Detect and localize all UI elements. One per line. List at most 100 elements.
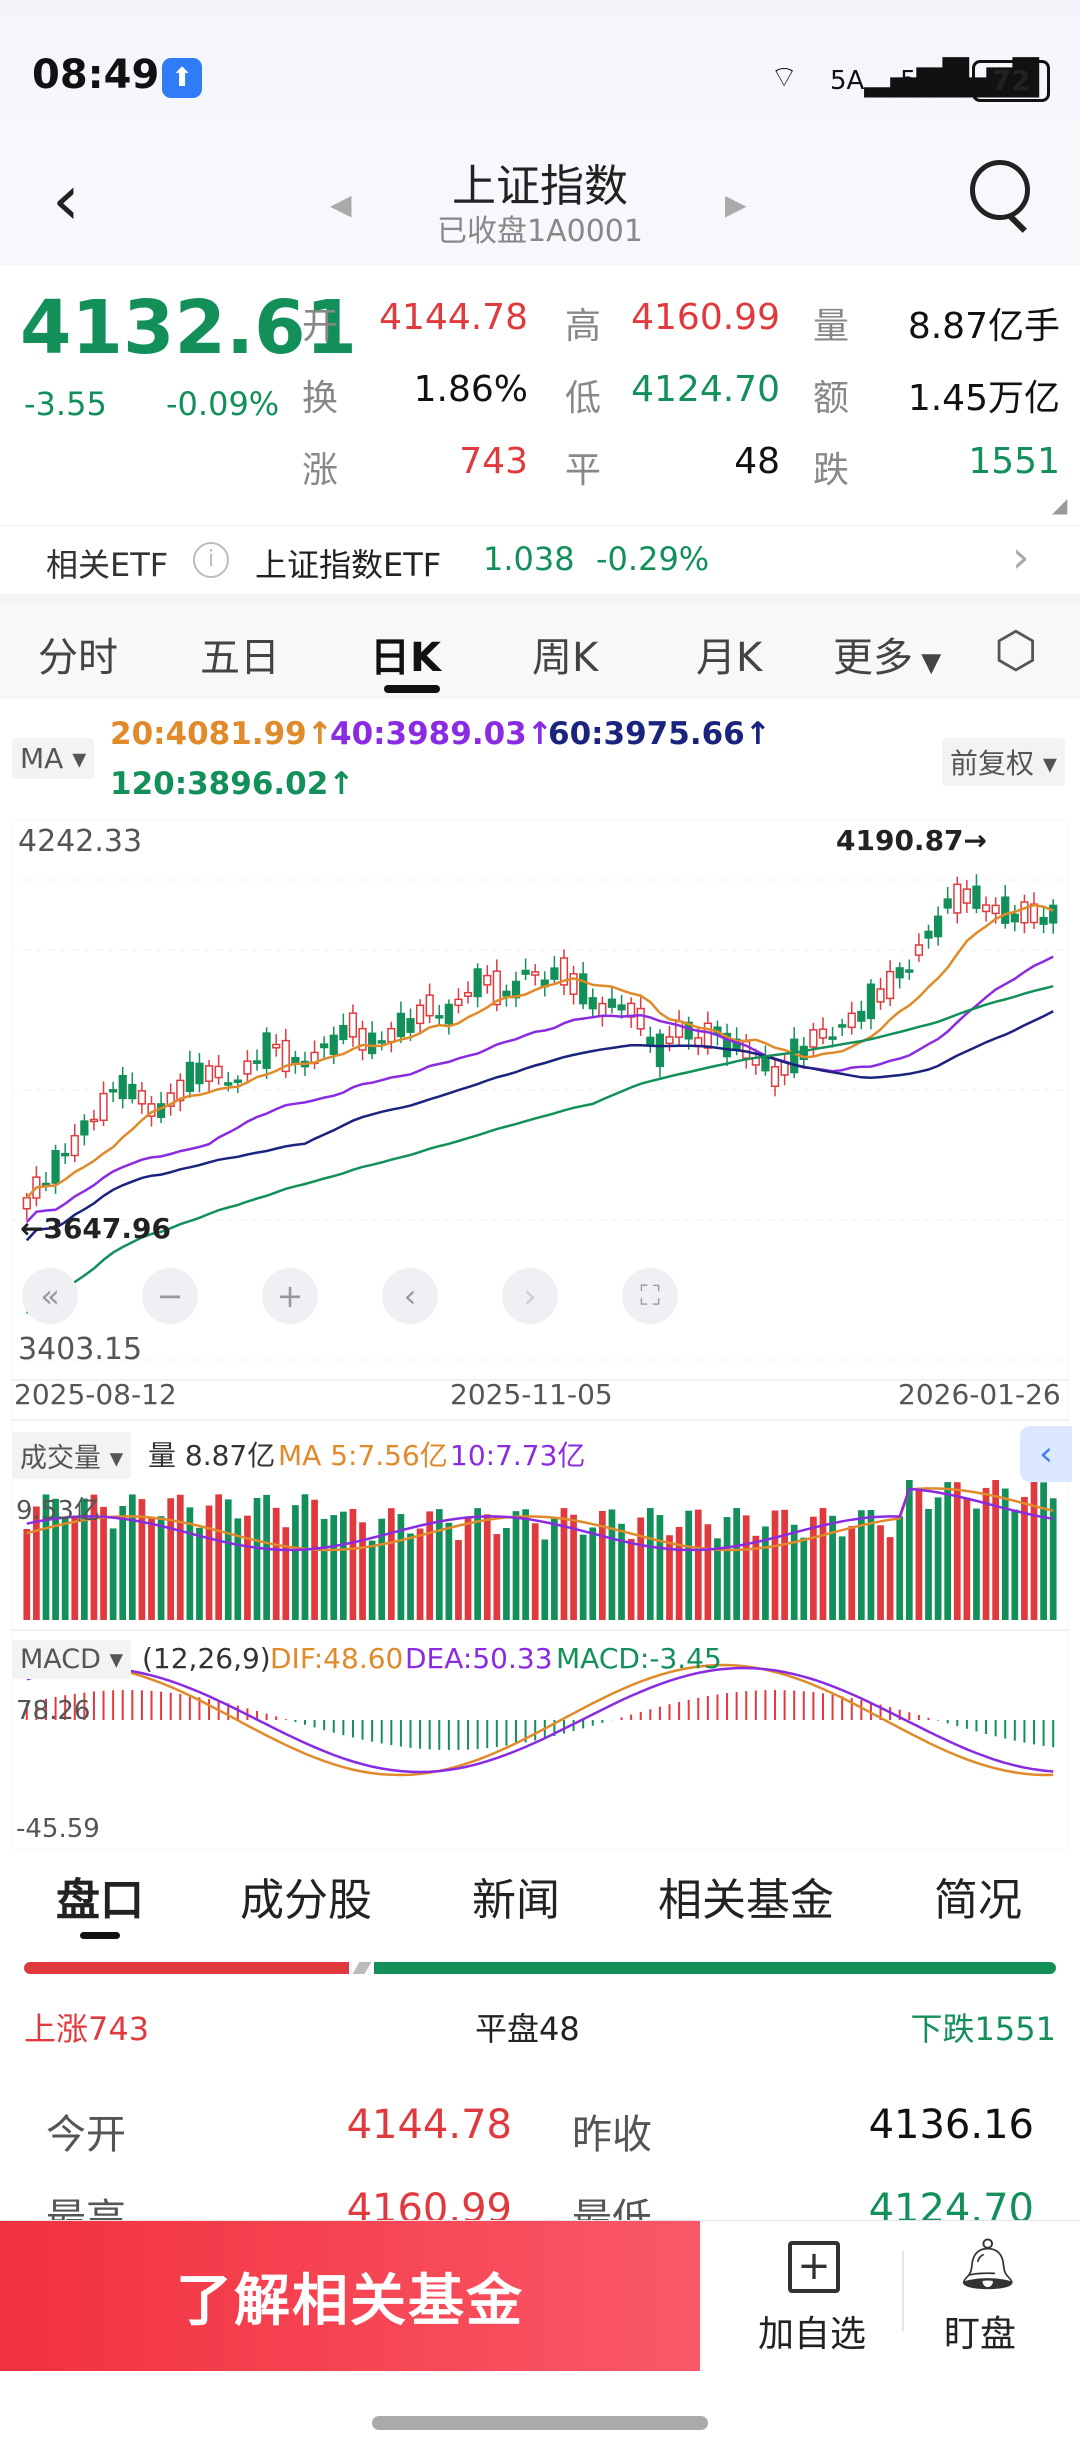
volume-ma5: MA 5:7.56亿 bbox=[278, 1439, 448, 1472]
volume-bar bbox=[551, 1517, 558, 1620]
candle bbox=[291, 1056, 300, 1064]
active-tab-indicator bbox=[384, 685, 440, 693]
flat-count-label: 平 bbox=[565, 450, 602, 491]
last-price: 4132.61 bbox=[20, 285, 358, 371]
volume-bar bbox=[829, 1515, 836, 1620]
tab-five-day[interactable]: 五日 bbox=[200, 635, 280, 681]
kline-chart[interactable] bbox=[12, 820, 1068, 1850]
etf-name: 上证指数ETF bbox=[255, 546, 442, 584]
volume-bar bbox=[186, 1507, 194, 1620]
open-value: 4144.78 bbox=[379, 297, 528, 338]
volume-bar bbox=[714, 1538, 721, 1620]
prev-index-icon[interactable]: ◀ bbox=[330, 188, 352, 221]
zoom-in-icon[interactable]: + bbox=[262, 1268, 318, 1324]
breadth-flat-bar bbox=[352, 1962, 372, 1974]
tab-more[interactable]: 更多 ▼ bbox=[833, 635, 942, 681]
candle bbox=[262, 1032, 271, 1069]
tab-daily-k[interactable]: 日K bbox=[370, 635, 441, 681]
tab-constituents[interactable]: 成分股 bbox=[240, 1875, 372, 1926]
volume-label: 量 bbox=[813, 306, 850, 347]
tab-news[interactable]: 新闻 bbox=[472, 1875, 560, 1926]
price-change-pct: -0.09% bbox=[166, 385, 280, 423]
date-start: 2025-08-12 bbox=[14, 1378, 177, 1411]
volume-bar bbox=[157, 1516, 165, 1620]
macd-selector[interactable]: MACD ▾ bbox=[12, 1640, 132, 1679]
volume-bar bbox=[320, 1518, 328, 1620]
candle bbox=[204, 1065, 214, 1082]
candle bbox=[1020, 901, 1029, 924]
tab-related-funds[interactable]: 相关基金 bbox=[658, 1875, 834, 1926]
tab-intraday[interactable]: 分时 bbox=[38, 635, 118, 681]
volume-bar bbox=[522, 1509, 529, 1620]
volume-bar bbox=[790, 1524, 798, 1620]
next-index-icon[interactable]: ▶ bbox=[725, 188, 747, 221]
ma120-value: 120:3896.02↑ bbox=[110, 766, 355, 802]
watch-label[interactable]: 盯盘 bbox=[944, 2314, 1017, 2355]
volume-bar bbox=[963, 1497, 971, 1620]
expand-corner-icon[interactable]: ◢ bbox=[1052, 493, 1068, 517]
tab-market-depth[interactable]: 盘口 bbox=[56, 1875, 144, 1926]
info-icon[interactable]: i bbox=[193, 542, 229, 578]
volume-bar bbox=[742, 1515, 750, 1620]
candle bbox=[109, 1089, 118, 1093]
volume-bar bbox=[253, 1497, 261, 1620]
ma-selector[interactable]: MA ▾ bbox=[12, 738, 95, 779]
volume-bar bbox=[23, 1529, 31, 1620]
volume-bar bbox=[560, 1508, 568, 1620]
add-watchlist-icon[interactable]: + bbox=[788, 2241, 840, 2293]
volume-bar bbox=[973, 1508, 980, 1620]
volume-bar bbox=[387, 1508, 395, 1620]
candle bbox=[838, 1024, 847, 1028]
volume-bar bbox=[311, 1499, 318, 1620]
candle bbox=[348, 1012, 358, 1038]
adjust-selector[interactable]: 前复权 ▾ bbox=[942, 738, 1065, 786]
candle bbox=[281, 1039, 290, 1073]
volume-bar bbox=[339, 1511, 347, 1620]
volume-ma10: 10:7.73亿 bbox=[450, 1439, 586, 1472]
volume-bar bbox=[435, 1509, 443, 1620]
macd-ymin: -45.59 bbox=[16, 1814, 100, 1844]
zoom-out-icon[interactable]: − bbox=[142, 1268, 198, 1324]
tab-monthly-k[interactable]: 月K bbox=[696, 635, 763, 681]
breadth-flat-label: 平盘48 bbox=[475, 2010, 580, 2048]
search-icon[interactable] bbox=[970, 160, 1030, 220]
scroll-left-end-icon[interactable]: « bbox=[22, 1268, 78, 1324]
volume-bar bbox=[282, 1527, 290, 1620]
volume-bar bbox=[205, 1505, 213, 1620]
volume-bar bbox=[781, 1509, 788, 1620]
candle bbox=[22, 1197, 31, 1210]
candle bbox=[51, 1149, 60, 1184]
collapse-panel-icon[interactable]: ‹ bbox=[1020, 1426, 1072, 1482]
candle bbox=[559, 957, 569, 986]
candle bbox=[1049, 904, 1058, 924]
candle bbox=[617, 1004, 626, 1011]
down-count: 1551 bbox=[968, 441, 1060, 482]
volume-bar bbox=[896, 1516, 904, 1620]
settings-hex-icon[interactable]: ⬡ bbox=[994, 621, 1038, 679]
volume-bar bbox=[71, 1516, 79, 1620]
related-etf-bar[interactable]: 相关ETF i 上证指数ETF 1.038 -0.29% › bbox=[0, 525, 1080, 604]
scroll-right-icon[interactable]: › bbox=[502, 1268, 558, 1324]
candle bbox=[933, 915, 943, 938]
add-watchlist-label[interactable]: 加自选 bbox=[758, 2314, 867, 2355]
tab-weekly-k[interactable]: 周K bbox=[532, 635, 599, 681]
flat-count: 48 bbox=[734, 441, 780, 482]
fullscreen-icon[interactable]: ⛶ bbox=[622, 1268, 678, 1324]
volume-today: 量 8.87亿 bbox=[148, 1439, 276, 1472]
tab-overview[interactable]: 简况 bbox=[934, 1875, 1022, 1926]
home-indicator[interactable] bbox=[372, 2416, 708, 2430]
bell-icon[interactable]: 🔔︎ bbox=[956, 2235, 1020, 2293]
bottom-action-bar: 了解相关基金 + 加自选 🔔︎ 盯盘 bbox=[0, 2220, 1080, 2421]
back-icon[interactable]: ‹ bbox=[52, 159, 80, 241]
volume-bar bbox=[176, 1494, 184, 1620]
volume-bar bbox=[579, 1534, 587, 1620]
macd-ymax: 78.26 bbox=[16, 1696, 91, 1726]
scroll-left-icon[interactable]: ‹ bbox=[382, 1268, 438, 1324]
breadth-up-label: 上涨743 bbox=[24, 2010, 150, 2048]
volume-bar bbox=[196, 1527, 203, 1620]
volume-selector[interactable]: 成交量 ▾ bbox=[12, 1432, 132, 1479]
min-marker: ←3647.96 bbox=[20, 1212, 171, 1245]
candle bbox=[905, 969, 914, 973]
learn-funds-button[interactable]: 了解相关基金 bbox=[0, 2221, 700, 2371]
ma40-line bbox=[25, 955, 1054, 1223]
